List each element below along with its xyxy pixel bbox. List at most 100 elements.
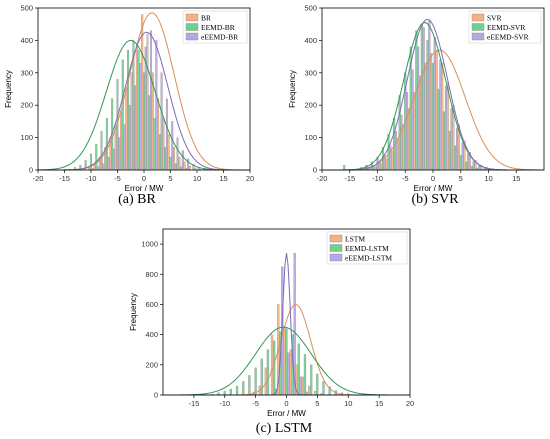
legend-label-1: LSTM (345, 235, 365, 244)
bar-2-19 (454, 145, 457, 171)
bar-2-16 (148, 95, 151, 171)
bar-1-16 (162, 118, 165, 171)
x-tick-label: -10 (86, 174, 97, 183)
legend-label-2: EEMD-SVR (487, 23, 525, 32)
bar-3-12 (150, 30, 153, 171)
bar-1-6 (283, 328, 286, 396)
x-tick-label: 15 (512, 174, 520, 183)
bar-3-7 (400, 114, 403, 171)
bar-3-8 (128, 105, 131, 171)
legend-label-2: EEMD-LSTM (345, 244, 389, 253)
bar-3-10 (139, 62, 142, 171)
x-tick-label: 10 (193, 174, 201, 183)
bar-2-1 (343, 164, 346, 171)
bar-2-22 (180, 166, 183, 171)
y-tick-label: 500 (304, 4, 317, 13)
bar-2-20 (459, 155, 462, 171)
bar-3-18 (181, 150, 184, 171)
bar-3-8 (406, 92, 409, 171)
y-tick-label: 200 (20, 101, 33, 110)
y-tick-label: 300 (304, 68, 317, 77)
y-tick-label: 100 (20, 133, 33, 142)
bar-1-19 (178, 156, 181, 171)
bar-3-17 (176, 137, 179, 171)
bar-1-4 (385, 158, 388, 171)
bar-3-17 (455, 127, 459, 171)
bar-1-15 (157, 98, 160, 171)
legend-label-2: EEMD-BR (201, 23, 235, 32)
bar-1-10 (418, 75, 422, 171)
legend-label-3: eEEMD-LSTM (345, 254, 392, 263)
panel-caption: (a) BR (118, 192, 156, 207)
y-tick-label: 500 (20, 4, 33, 13)
y-axis-label: Frequency (288, 70, 297, 108)
y-tick-label: 400 (20, 36, 33, 45)
legend-swatch-1 (329, 234, 343, 243)
bar-2-12 (127, 49, 130, 171)
bar-1-2 (374, 166, 377, 171)
legend-swatch-3 (185, 32, 199, 41)
x-tick-label: -15 (344, 174, 355, 183)
x-tick-label: -5 (252, 399, 259, 408)
x-tick-label: -20 (317, 174, 328, 183)
bar-2-18 (448, 130, 451, 171)
bar-2-10 (266, 349, 270, 396)
bar-3-9 (134, 85, 137, 171)
bar-3-19 (187, 158, 190, 171)
bar-3-15 (444, 85, 447, 171)
bar-3-16 (450, 108, 453, 171)
bar-1-5 (391, 150, 394, 171)
bar-3-5 (389, 145, 392, 171)
bar-2-14 (426, 40, 429, 171)
legend-swatch-2 (329, 244, 343, 252)
bar-1-9 (413, 92, 416, 171)
legend-label-3: eEEMD-BR (201, 33, 238, 42)
bar-2-15 (431, 62, 434, 171)
bar-2-7 (387, 134, 390, 171)
legend-swatch-2 (185, 23, 199, 31)
bar-2-13 (285, 328, 288, 396)
bar-1-7 (289, 349, 292, 396)
bar-2-15 (142, 72, 145, 171)
y-tick-label: 400 (145, 330, 158, 339)
bar-1-13 (435, 49, 438, 171)
bar-3-10 (417, 46, 420, 171)
bar-1-17 (167, 134, 170, 171)
bar-2-17 (443, 111, 446, 171)
panel-caption: (b) SVR (411, 192, 459, 207)
bar-2-6 (242, 381, 245, 396)
bar-3-7 (123, 124, 126, 171)
bar-3-2 (97, 166, 100, 171)
bar-2-11 (272, 340, 276, 396)
y-tick-label: 200 (304, 101, 317, 110)
bar-3-20 (472, 160, 475, 171)
legend-label-3: eEEMD-SVR (487, 33, 529, 42)
bar-1-13 (146, 33, 149, 171)
bar-3-15 (165, 98, 168, 171)
y-tick-label: 0 (154, 391, 158, 400)
y-tick-label: 800 (145, 270, 158, 279)
bar-1-8 (120, 111, 122, 171)
bar-1-9 (125, 88, 128, 171)
y-tick-label: 0 (29, 166, 33, 175)
x-tick-label: 5 (315, 399, 319, 408)
legend-label-1: BR (201, 14, 211, 23)
bar-3-18 (461, 142, 464, 171)
x-tick-label: -5 (114, 174, 121, 183)
bar-2-16 (437, 88, 440, 171)
bar-2-17 (310, 364, 313, 396)
bar-2-7 (100, 130, 103, 171)
x-axis-label: Error / MW (267, 409, 306, 418)
bar-2-21 (465, 161, 468, 171)
fit-curve-2 (163, 326, 410, 396)
bar-3-6 (118, 137, 121, 171)
x-tick-label: 5 (168, 174, 172, 183)
x-tick-label: 10 (344, 399, 352, 408)
bar-2-7 (248, 375, 251, 396)
bar-2-17 (153, 118, 156, 171)
bar-3-16 (171, 121, 174, 171)
bar-2-18 (158, 134, 161, 171)
bar-1-4 (270, 334, 274, 396)
